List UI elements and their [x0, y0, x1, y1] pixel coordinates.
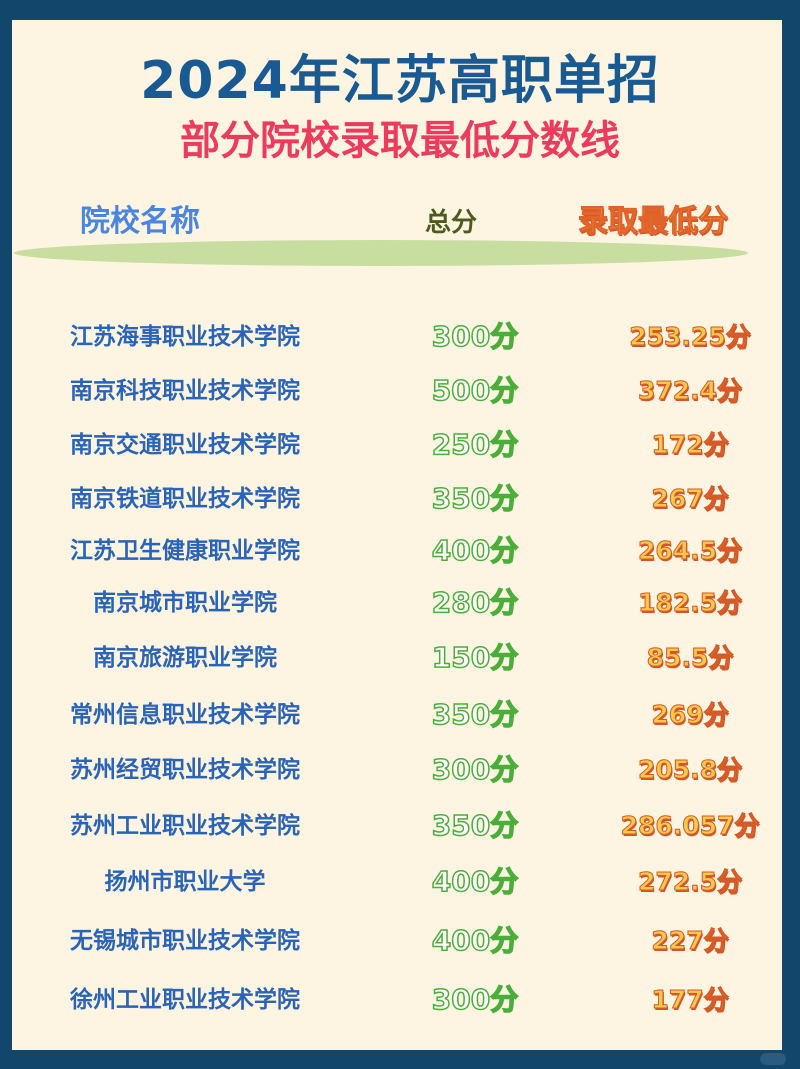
min-score: 269分 — [651, 700, 729, 730]
total-score: 350分 — [431, 697, 519, 732]
table-row: 南京科技职业技术学院 500分 372.4分 — [0, 371, 800, 411]
table-row: 南京旅游职业学院 150分 85.5分 — [0, 638, 800, 678]
total-score: 300分 — [431, 982, 519, 1017]
min-score: 286.057分 — [620, 811, 760, 841]
school-name: 无锡城市职业技术学院 — [70, 928, 300, 954]
table-row: 苏州工业职业技术学院 350分 286.057分 — [0, 806, 800, 846]
min-score: 182.5分 — [637, 588, 743, 618]
header-divider — [14, 240, 748, 266]
total-score: 350分 — [431, 808, 519, 843]
total-score: 400分 — [431, 533, 519, 568]
table-row: 江苏海事职业技术学院 300分 253.25分 — [0, 317, 800, 357]
total-score: 300分 — [431, 319, 519, 354]
school-name: 南京科技职业技术学院 — [70, 378, 300, 404]
min-score: 172分 — [651, 430, 729, 460]
total-score: 400分 — [431, 864, 519, 899]
min-score: 253.25分 — [629, 322, 751, 352]
table-row: 无锡城市职业技术学院 400分 227分 — [0, 921, 800, 961]
page-title: 2024年江苏高职单招 — [140, 51, 660, 111]
total-score: 350分 — [431, 481, 519, 516]
total-score: 150分 — [431, 640, 519, 675]
table-row: 南京交通职业技术学院 250分 172分 — [0, 425, 800, 465]
school-name: 江苏海事职业技术学院 — [70, 324, 300, 350]
min-score: 205.8分 — [637, 755, 743, 785]
min-score: 227分 — [651, 926, 729, 956]
table-row: 徐州工业职业技术学院 300分 177分 — [0, 980, 800, 1020]
school-name: 苏州工业职业技术学院 — [70, 813, 300, 839]
school-name: 苏州经贸职业技术学院 — [70, 757, 300, 783]
page-subtitle: 部分院校录取最低分数线 — [180, 118, 620, 164]
school-name: 南京铁道职业技术学院 — [70, 486, 300, 512]
table-row: 南京城市职业学院 280分 182.5分 — [0, 583, 800, 623]
header-min-score: 录取最低分 — [578, 204, 729, 240]
table-row: 苏州经贸职业技术学院 300分 205.8分 — [0, 750, 800, 790]
table-row: 扬州市职业大学 400分 272.5分 — [0, 862, 800, 902]
table-row: 南京铁道职业技术学院 350分 267分 — [0, 479, 800, 519]
min-score: 85.5分 — [646, 643, 734, 673]
header-school-name: 院校名称 — [80, 204, 200, 239]
school-name: 南京城市职业学院 — [93, 590, 277, 616]
school-name: 江苏卫生健康职业学院 — [70, 538, 300, 564]
header-total-score: 总分 — [425, 208, 478, 238]
total-score: 300分 — [431, 752, 519, 787]
watermark-badge — [760, 1053, 786, 1065]
min-score: 177分 — [651, 985, 729, 1015]
school-name: 徐州工业职业技术学院 — [70, 987, 300, 1013]
min-score: 264.5分 — [637, 536, 743, 566]
total-score: 250分 — [431, 427, 519, 462]
school-name: 常州信息职业技术学院 — [70, 702, 300, 728]
min-score: 267分 — [651, 484, 729, 514]
school-name: 南京旅游职业学院 — [93, 645, 277, 671]
total-score: 400分 — [431, 923, 519, 958]
content-panel — [12, 20, 782, 1050]
min-score: 272.5分 — [637, 867, 743, 897]
total-score: 500分 — [431, 373, 519, 408]
total-score: 280分 — [431, 585, 519, 620]
table-row: 常州信息职业技术学院 350分 269分 — [0, 695, 800, 735]
school-name: 南京交通职业技术学院 — [70, 432, 300, 458]
table-row: 江苏卫生健康职业学院 400分 264.5分 — [0, 531, 800, 571]
school-name: 扬州市职业大学 — [104, 869, 266, 895]
min-score: 372.4分 — [637, 376, 743, 406]
